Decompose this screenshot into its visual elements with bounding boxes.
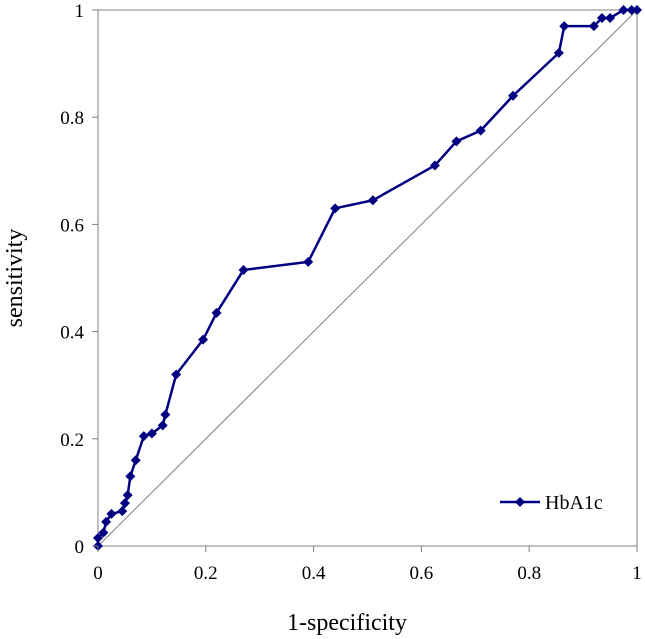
y-tick-label: 0	[75, 537, 85, 558]
data-point	[588, 21, 599, 32]
y-tick-label: 0.6	[60, 215, 84, 236]
x-tick-label: 0.6	[410, 563, 434, 584]
data-point	[596, 13, 607, 24]
data-point	[130, 455, 141, 466]
y-tick-label: 0.4	[60, 323, 84, 344]
data-point	[367, 195, 378, 206]
data-point	[632, 5, 642, 15]
data-point	[508, 90, 519, 101]
data-point	[559, 21, 570, 32]
y-tick-label: 0.2	[60, 430, 84, 451]
series-layer	[93, 5, 642, 551]
y-axis-ticks: 0 0.2 0.4 0.6 0.8 1	[60, 1, 98, 558]
data-point	[330, 203, 341, 214]
data-point	[125, 471, 136, 482]
x-tick-label: 0	[93, 563, 103, 584]
plot-area	[97, 9, 638, 547]
data-point	[122, 490, 133, 501]
data-point	[146, 428, 157, 439]
y-tick-label: 0.8	[60, 108, 84, 129]
data-point	[93, 532, 103, 543]
legend-marker	[515, 497, 525, 507]
data-point	[303, 256, 314, 267]
data-point	[198, 334, 209, 345]
plot-border	[97, 9, 638, 547]
y-tick-label: 1	[75, 1, 85, 22]
data-point	[626, 5, 637, 15]
x-tick-label: 0.4	[302, 563, 326, 584]
x-tick-label: 1	[632, 563, 642, 584]
x-tick-label: 0.8	[517, 563, 541, 584]
data-point	[160, 409, 171, 420]
data-point	[138, 431, 149, 442]
legend: HbA1c	[500, 492, 603, 514]
data-point	[451, 136, 462, 147]
data-point	[106, 508, 117, 519]
data-point	[618, 5, 629, 15]
data-point	[475, 125, 486, 136]
data-point	[101, 516, 112, 527]
data-point	[119, 498, 130, 509]
diagonal-line	[97, 9, 638, 547]
x-tick-label: 0.2	[194, 563, 218, 584]
y-axis-title: sensitivity	[2, 229, 28, 328]
x-axis-ticks: 0 0.2 0.4 0.6 0.8 1	[93, 546, 642, 584]
data-point	[171, 369, 182, 380]
data-point	[553, 47, 564, 58]
data-point	[98, 527, 109, 538]
data-point	[238, 264, 249, 275]
data-point	[429, 160, 440, 171]
legend-label: HbA1c	[545, 492, 603, 514]
data-point	[157, 420, 168, 431]
reference-diagonal	[97, 9, 638, 547]
data-point	[211, 307, 222, 318]
data-point	[605, 13, 616, 24]
x-axis-title: 1-specificity	[287, 610, 407, 636]
data-point	[117, 506, 128, 517]
